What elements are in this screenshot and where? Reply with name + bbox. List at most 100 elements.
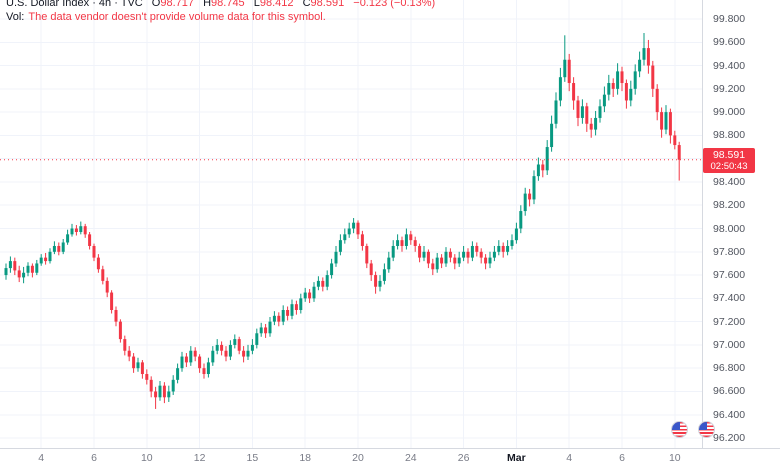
time-axis-label: Mar bbox=[507, 452, 526, 464]
candle-body bbox=[563, 59, 567, 78]
candle-body bbox=[259, 327, 263, 334]
candle-body bbox=[466, 251, 470, 258]
candle-body bbox=[158, 385, 162, 398]
economic-event-flag-icon[interactable] bbox=[671, 421, 688, 438]
candle-body bbox=[497, 245, 501, 252]
time-axis-label: 24 bbox=[404, 452, 417, 464]
candle-body bbox=[189, 350, 193, 363]
time-axis-label: 15 bbox=[246, 452, 259, 464]
low-value: 98.412 bbox=[259, 0, 294, 9]
candle-body bbox=[39, 257, 43, 264]
candle-body bbox=[519, 211, 523, 229]
price-axis-label: 98.200 bbox=[713, 199, 746, 212]
candle-body bbox=[391, 245, 395, 258]
time-axis-label: 12 bbox=[193, 452, 206, 464]
price-axis-label: 98.400 bbox=[713, 175, 746, 188]
price-axis-label: 99.800 bbox=[713, 13, 746, 25]
volume-unavailable-note: The data vendor doesn't provide volume d… bbox=[28, 11, 326, 23]
candle-body bbox=[330, 263, 334, 276]
symbol-title[interactable]: U.S. Dollar Index · 4h · TVC bbox=[6, 0, 143, 9]
candle-body bbox=[286, 310, 290, 316]
high-label: H bbox=[203, 0, 212, 9]
candle-body bbox=[334, 251, 338, 264]
candle-body bbox=[352, 222, 356, 229]
candle-body bbox=[114, 310, 118, 322]
candle-body bbox=[624, 83, 628, 101]
candle-body bbox=[237, 339, 241, 351]
candle-body bbox=[272, 315, 276, 322]
candle-body bbox=[598, 106, 602, 118]
candle-body bbox=[233, 339, 237, 345]
candle-body bbox=[79, 226, 83, 233]
candle-body bbox=[308, 292, 312, 299]
economic-event-flag-icon[interactable] bbox=[698, 421, 715, 438]
candle-body bbox=[426, 251, 430, 264]
candle-body bbox=[70, 228, 74, 235]
price-axis-label: 99.400 bbox=[713, 59, 746, 72]
candle-body bbox=[528, 193, 532, 200]
candle-body bbox=[290, 304, 294, 316]
candle-body bbox=[594, 117, 598, 130]
candle-body bbox=[193, 350, 197, 357]
price-axis-label: 97.000 bbox=[713, 338, 746, 351]
candle-body bbox=[602, 94, 606, 107]
candle-body bbox=[400, 240, 404, 246]
time-axis-label: 6 bbox=[619, 452, 625, 464]
candle-body bbox=[338, 240, 342, 252]
candle-body bbox=[369, 263, 373, 276]
candle-body bbox=[668, 112, 672, 136]
candle-body bbox=[360, 234, 364, 246]
price-axis-label: 99.600 bbox=[713, 36, 746, 49]
candle-body bbox=[180, 356, 184, 369]
price-axis-label: 98.800 bbox=[713, 129, 746, 142]
candle-body bbox=[136, 362, 140, 369]
candle-body bbox=[294, 304, 298, 310]
candle-body bbox=[457, 257, 461, 264]
close-label: C bbox=[302, 0, 311, 9]
candle-body bbox=[242, 350, 246, 357]
candle-body bbox=[510, 240, 514, 246]
candle-body bbox=[220, 344, 224, 351]
time-axis[interactable]: 4 6 10 12 15 18 20 24 26 Mar 4 6 10 bbox=[0, 448, 780, 470]
candle-body bbox=[572, 83, 576, 101]
candle-body bbox=[66, 234, 70, 243]
candle-body bbox=[96, 257, 100, 270]
candle-body bbox=[479, 251, 483, 258]
candle-body bbox=[184, 356, 188, 363]
candle-body bbox=[123, 339, 127, 351]
candle-body bbox=[22, 272, 26, 278]
candle-body bbox=[264, 327, 268, 334]
candle-body bbox=[642, 48, 646, 60]
time-axis-label: 20 bbox=[352, 452, 364, 464]
price-axis-label: 96.800 bbox=[713, 362, 746, 375]
candle-body bbox=[268, 321, 272, 334]
candle-body bbox=[206, 362, 210, 375]
candle-body bbox=[277, 315, 281, 322]
candle-body bbox=[246, 350, 250, 357]
candle-body bbox=[506, 245, 510, 252]
candle-body bbox=[413, 240, 417, 246]
candle-body bbox=[228, 344, 232, 357]
candle-body bbox=[633, 71, 637, 89]
price-axis-label: 97.200 bbox=[713, 315, 746, 328]
candle-body bbox=[448, 251, 452, 258]
candle-body bbox=[162, 385, 166, 398]
candle-body bbox=[492, 251, 496, 258]
candle-body bbox=[299, 298, 303, 310]
candle-body bbox=[536, 164, 540, 177]
candle-body bbox=[409, 234, 413, 241]
candle-body bbox=[356, 222, 360, 235]
candle-body bbox=[673, 135, 677, 146]
candle-body bbox=[554, 100, 558, 124]
candle-body bbox=[118, 321, 122, 340]
candle-body bbox=[13, 261, 17, 271]
candle-body bbox=[176, 368, 180, 380]
volume-label[interactable]: Vol: bbox=[6, 11, 25, 23]
price-axis-label: 100.000 bbox=[713, 0, 751, 2]
candle-body bbox=[523, 193, 527, 212]
time-axis-label: 4 bbox=[38, 452, 45, 464]
price-axis[interactable]: 96.200 96.400 96.600 96.800 97.000 97.200 97.4… bbox=[703, 0, 780, 448]
candle-body bbox=[17, 270, 21, 278]
candle-body bbox=[576, 100, 580, 118]
